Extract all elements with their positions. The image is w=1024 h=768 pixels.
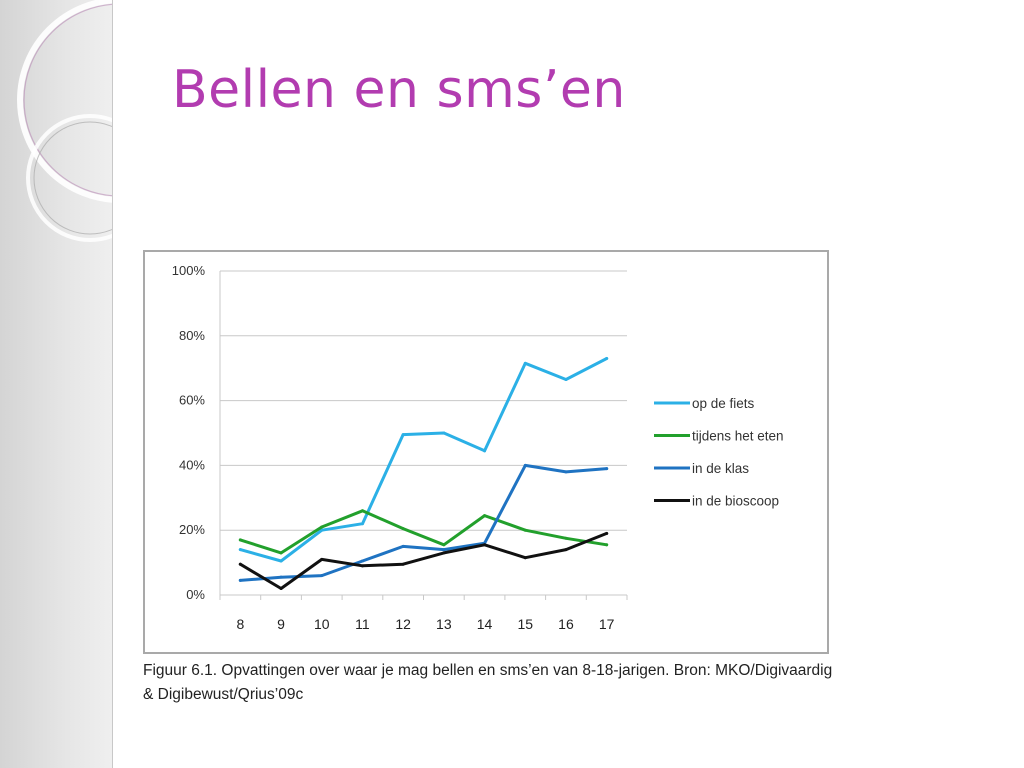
data-point — [564, 378, 568, 382]
legend-item: tijdens het eten — [654, 429, 784, 444]
data-point — [605, 467, 609, 471]
data-point — [483, 449, 487, 453]
data-point — [360, 564, 364, 568]
y-tick-label: 20% — [179, 522, 205, 537]
data-point — [564, 470, 568, 474]
data-point — [360, 522, 364, 526]
chart-series-lines — [238, 356, 609, 591]
data-point — [523, 463, 527, 467]
data-point — [279, 587, 283, 591]
data-point — [564, 548, 568, 552]
data-point — [483, 514, 487, 518]
data-point — [523, 361, 527, 365]
x-tick-label: 12 — [395, 616, 411, 632]
x-tick-label: 8 — [236, 616, 244, 632]
data-point — [279, 575, 283, 579]
data-point — [523, 556, 527, 560]
legend-label: in de bioscoop — [692, 494, 779, 509]
decorative-side-strip — [0, 0, 113, 768]
data-point — [442, 551, 446, 555]
data-point — [442, 548, 446, 552]
legend-item: in de bioscoop — [654, 494, 779, 509]
x-tick-label: 13 — [436, 616, 452, 632]
x-tick-label: 15 — [517, 616, 533, 632]
series-line — [238, 463, 609, 582]
data-point — [238, 578, 242, 582]
series-0 — [238, 356, 609, 563]
chart-gridlines — [219, 270, 628, 600]
data-point — [401, 562, 405, 566]
series-line — [238, 357, 609, 563]
data-point — [320, 528, 324, 532]
data-point — [320, 557, 324, 561]
series-1 — [238, 509, 609, 555]
series-line — [238, 509, 609, 555]
data-point — [401, 433, 405, 437]
data-point — [320, 574, 324, 578]
data-point — [360, 509, 364, 513]
x-tick-label: 10 — [314, 616, 330, 632]
y-tick-label: 0% — [186, 587, 205, 602]
x-tick-label: 17 — [599, 616, 615, 632]
chart-frame — [143, 250, 829, 654]
data-point — [605, 543, 609, 547]
data-point — [483, 543, 487, 547]
legend-item: op de fiets — [654, 396, 755, 411]
caption-line-2: & Digibewust/Qrius’09c — [143, 686, 304, 703]
y-tick-label: 40% — [179, 457, 205, 472]
series-2 — [238, 463, 609, 582]
series-line — [238, 531, 609, 590]
legend-item: in de klas — [654, 461, 749, 476]
decorative-circles-icon — [17, 0, 112, 242]
y-tick-label: 100% — [172, 263, 206, 278]
legend-label: tijdens het eten — [692, 429, 784, 444]
data-point — [238, 548, 242, 552]
x-tick-label: 9 — [277, 616, 285, 632]
x-tick-label: 11 — [355, 616, 370, 632]
data-point — [360, 559, 364, 563]
caption-line-1: Figuur 6.1. Opvattingen over waar je mag… — [143, 662, 833, 679]
slide-title: Bellen en sms’en — [172, 60, 626, 120]
data-point — [523, 528, 527, 532]
y-tick-label: 60% — [179, 393, 205, 408]
data-point — [279, 559, 283, 563]
x-tick-label: 14 — [477, 616, 493, 632]
figure-caption: Figuur 6.1. Opvattingen over waar je mag… — [143, 659, 973, 707]
line-chart: 0% 20% 40% 60% 80% 100% 8 9 10 11 12 13 14 15 16 17 op… — [172, 263, 784, 632]
data-point — [401, 544, 405, 548]
series-3 — [238, 531, 609, 591]
legend-label: op de fiets — [692, 396, 755, 411]
data-point — [442, 543, 446, 547]
y-axis-tick-labels: 0% 20% 40% 60% 80% 100% — [172, 263, 206, 602]
data-point — [442, 431, 446, 435]
data-point — [605, 356, 609, 360]
data-point — [279, 551, 283, 555]
legend-label: in de klas — [692, 461, 749, 476]
data-point — [401, 527, 405, 531]
data-point — [320, 525, 324, 529]
x-axis-tick-labels: 8 9 10 11 12 13 14 15 16 17 — [236, 616, 614, 632]
data-point — [238, 562, 242, 566]
chart-legend: op de fiets tijdens het eten in de klas in … — [654, 396, 784, 509]
data-point — [238, 538, 242, 542]
x-tick-label: 16 — [558, 616, 574, 632]
data-point — [605, 531, 609, 535]
data-point — [564, 536, 568, 540]
y-tick-label: 80% — [179, 328, 205, 343]
